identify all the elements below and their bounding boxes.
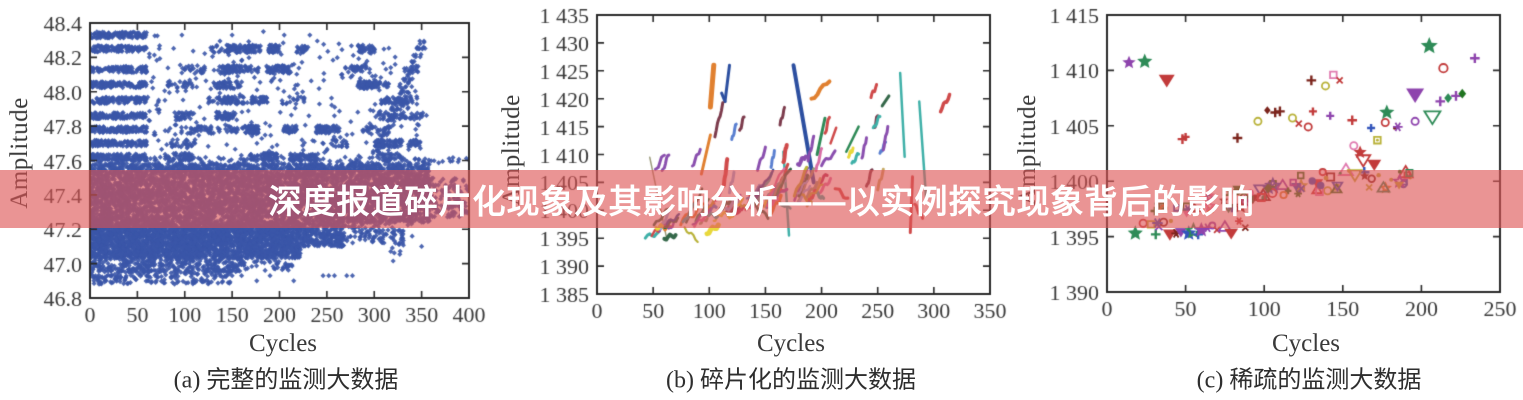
headline-banner: 深度报道碎片化现象及其影响分析——以实例探究现象背后的影响 [0,170,1523,228]
headline-text: 深度报道碎片化现象及其影响分析——以实例探究现象背后的影响 [268,183,1255,220]
chart-c-caption: (c) 稀疏的监测大数据 [1196,367,1422,394]
chart-b-xlabel: Cycles [756,330,826,357]
chart-a-xlabel: Cycles [248,330,318,357]
chart-c-xlabel: Cycles [1271,330,1341,357]
chart-a-caption: (a) 完整的监测大数据 [173,367,399,394]
chart-b-caption: (b) 碎片化的监测大数据 [666,367,916,394]
